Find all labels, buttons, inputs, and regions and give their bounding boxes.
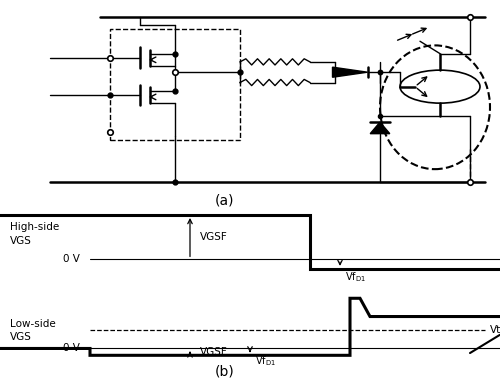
Text: $\rm Vf_{D1}$: $\rm Vf_{D1}$ — [345, 270, 366, 283]
Text: High-side
VGS: High-side VGS — [10, 222, 59, 246]
Text: 0 V: 0 V — [63, 343, 80, 353]
Text: (a): (a) — [215, 193, 235, 207]
Text: Low-side
VGS: Low-side VGS — [10, 319, 56, 342]
Polygon shape — [370, 122, 390, 134]
Text: $\rm Vf_{D1}$: $\rm Vf_{D1}$ — [255, 354, 276, 368]
Text: 0 V: 0 V — [63, 254, 80, 264]
Text: (b): (b) — [215, 364, 235, 378]
Text: VGSF: VGSF — [200, 347, 228, 357]
Text: Vth: Vth — [490, 325, 500, 335]
Text: VGSF: VGSF — [200, 232, 228, 242]
Polygon shape — [332, 67, 368, 77]
